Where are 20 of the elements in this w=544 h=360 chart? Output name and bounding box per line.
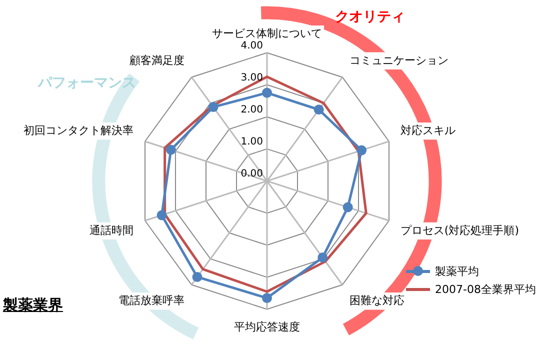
text: クオリティ — [335, 8, 405, 26]
spoke-label: 平均応答速度 — [234, 320, 300, 334]
spoke-label: コミュニケーション — [349, 54, 448, 67]
spoke-label: 電話放棄呼率 — [118, 294, 185, 307]
legend-label: 製薬平均 — [435, 264, 480, 278]
spoke-label: 困難な対応 — [349, 294, 404, 307]
spoke-label: 顧客満足度 — [130, 54, 185, 67]
spoke-label: 初回コンタクト解決率 — [24, 124, 134, 137]
legend-label: 2007-08全業界平均 — [435, 282, 536, 296]
spoke-label: サービス体制について — [212, 26, 322, 40]
spoke-label: 対応スキル — [400, 124, 456, 137]
y-tick-label: 4.00 — [240, 40, 263, 52]
y-tick-label: 3.00 — [240, 72, 263, 84]
y-tick-label: 1.00 — [240, 136, 263, 148]
spoke-label: プロセス(対応処理手順) — [400, 224, 520, 237]
spoke-label: 通話時間 — [90, 224, 134, 237]
y-tick-label: 0.00 — [240, 168, 263, 180]
text: 製薬業界 — [3, 296, 63, 315]
text: パフォーマンス — [38, 74, 136, 92]
y-tick-label: 2.00 — [240, 104, 263, 116]
